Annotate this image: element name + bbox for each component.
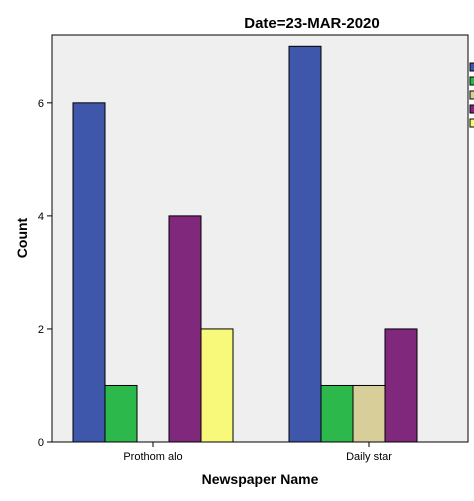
y-axis: 0 2 4 6 — [38, 98, 52, 449]
bar-1-series-2 — [104, 384, 138, 443]
x-tick-label: Daily star — [346, 451, 392, 463]
legend-swatch-1 — [469, 62, 474, 72]
legend — [469, 62, 474, 128]
bars-group — [72, 45, 418, 443]
legend-swatch-5 — [469, 118, 474, 128]
x-axis: Prothom alo Daily star — [123, 442, 392, 463]
y-axis-title: Count — [14, 217, 30, 258]
x-axis-title: Newspaper Name — [202, 471, 319, 487]
bar-1-series-1 — [72, 102, 106, 443]
chart-title: Date=23-MAR-2020 — [244, 15, 379, 32]
legend-swatch-2 — [469, 76, 474, 86]
legend-swatch-3 — [469, 90, 474, 100]
y-tick-label: 2 — [38, 324, 44, 336]
y-tick-label: 6 — [38, 98, 44, 110]
bar-2-series-2 — [320, 384, 354, 443]
y-tick-label: 0 — [38, 437, 44, 449]
x-tick-label: Prothom alo — [123, 451, 182, 463]
bar-1-series-5 — [200, 328, 234, 443]
bar-2-series-4 — [384, 328, 418, 443]
y-tick-label: 4 — [38, 211, 44, 223]
bar-1-series-4 — [168, 215, 202, 443]
legend-swatch-4 — [469, 104, 474, 114]
bar-2-series-3 — [352, 384, 386, 443]
bar-2-series-1 — [288, 45, 322, 443]
